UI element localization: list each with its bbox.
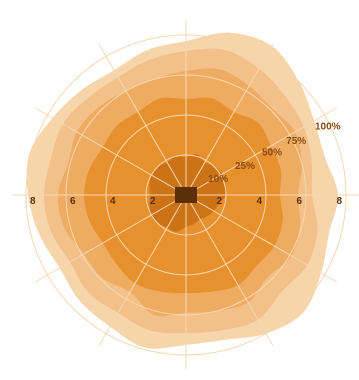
grid-spoke [98,44,187,196]
grid-spoke [185,194,337,283]
radial-tick-label: 8 [30,196,36,207]
percentile-label: 25% [235,161,255,172]
radial-tick-label: 2 [150,196,156,207]
grid-spoke [35,194,187,283]
center-marker [175,187,197,203]
grid-spoke [98,194,187,346]
grid-spoke [185,107,337,196]
radial-tick-label: 2 [216,196,222,207]
percentile-label: 75% [286,136,306,147]
grid-spoke [185,44,274,196]
percentile-label: 10% [208,174,228,185]
radial-tick-label: 4 [256,196,262,207]
percentile-label: 50% [262,148,282,159]
percentile-labels: 10% 25% 50% 75% 100% [208,122,341,185]
percentile-label: 100% [315,122,341,133]
radial-tick-label: 6 [70,196,76,207]
radial-tick-labels: 2 2 4 4 6 6 8 8 [30,196,342,207]
grid-spoke [35,107,187,196]
radial-tick-label: 8 [336,196,342,207]
radial-tick-label: 6 [296,196,302,207]
grid-spoke [185,194,274,346]
polar-grid [12,21,359,369]
radial-tick-label: 4 [110,196,116,207]
